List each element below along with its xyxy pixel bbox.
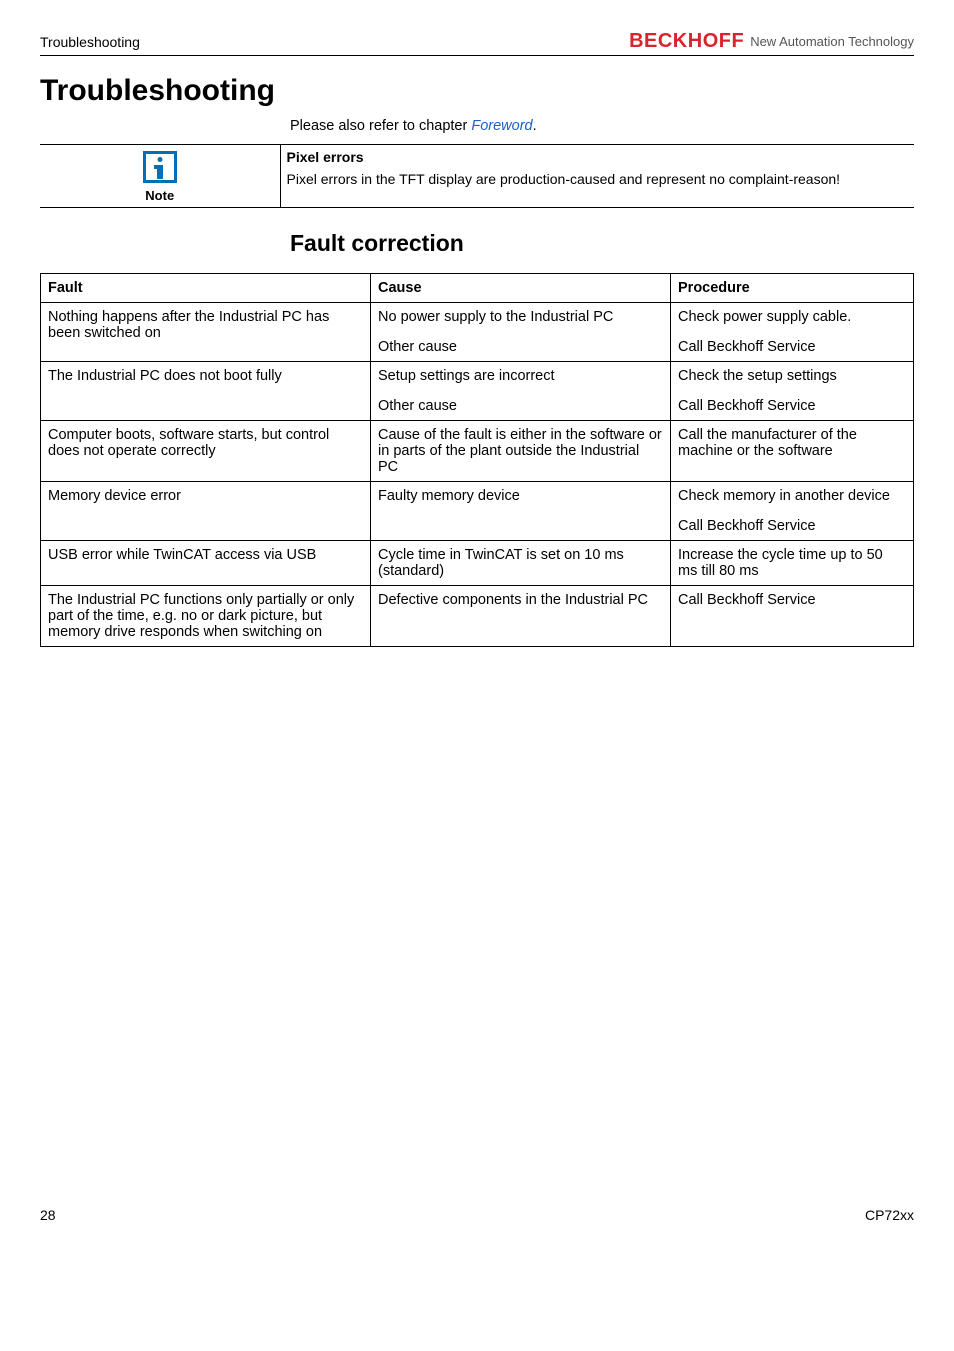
cause-item: No power supply to the Industrial PC bbox=[378, 309, 663, 325]
cell-fault: The Industrial PC does not boot fully bbox=[41, 362, 371, 421]
note-content-cell: Pixel errors Pixel errors in the TFT dis… bbox=[280, 145, 914, 208]
cause-item: Other cause bbox=[378, 398, 663, 414]
cell-cause: Cycle time in TwinCAT is set on 10 ms (s… bbox=[371, 541, 671, 586]
table-row: Memory device error Faulty memory device… bbox=[41, 482, 914, 541]
procedure-item: Call Beckhoff Service bbox=[678, 339, 906, 355]
note-title: Pixel errors bbox=[287, 149, 909, 165]
page-footer: 28 CP72xx bbox=[40, 1207, 914, 1223]
cause-item: Other cause bbox=[378, 339, 663, 355]
note-label: Note bbox=[46, 188, 274, 203]
cause-item: Setup settings are incorrect bbox=[378, 368, 663, 384]
cell-fault: The Industrial PC functions only partial… bbox=[41, 586, 371, 647]
cell-procedure: Check power supply cable. Call Beckhoff … bbox=[671, 303, 914, 362]
page-header: Troubleshooting BECKHOFF New Automation … bbox=[40, 30, 914, 56]
footer-page-number: 28 bbox=[40, 1207, 56, 1223]
cell-fault: USB error while TwinCAT access via USB bbox=[41, 541, 371, 586]
intro-suffix: . bbox=[533, 118, 537, 134]
table-row: Computer boots, software starts, but con… bbox=[41, 421, 914, 482]
header-brand-block: BECKHOFF New Automation Technology bbox=[629, 30, 914, 53]
procedure-item: Call Beckhoff Service bbox=[678, 398, 906, 414]
col-header-procedure: Procedure bbox=[671, 274, 914, 303]
table-row: Nothing happens after the Industrial PC … bbox=[41, 303, 914, 362]
note-box: Note Pixel errors Pixel errors in the TF… bbox=[40, 144, 914, 208]
intro-prefix: Please also refer to chapter bbox=[290, 118, 471, 134]
table-row: The Industrial PC does not boot fully Se… bbox=[41, 362, 914, 421]
table-header-row: Fault Cause Procedure bbox=[41, 274, 914, 303]
procedure-item: Check power supply cable. bbox=[678, 309, 906, 325]
note-icon-cell: Note bbox=[40, 145, 280, 208]
cell-procedure: Check memory in another device Call Beck… bbox=[671, 482, 914, 541]
brand-logo: BECKHOFF bbox=[629, 30, 744, 53]
header-section: Troubleshooting bbox=[40, 34, 140, 50]
cell-cause: Setup settings are incorrect Other cause bbox=[371, 362, 671, 421]
cell-cause: Defective components in the Industrial P… bbox=[371, 586, 671, 647]
brand-tagline: New Automation Technology bbox=[750, 34, 914, 49]
cell-procedure: Check the setup settings Call Beckhoff S… bbox=[671, 362, 914, 421]
foreword-link[interactable]: Foreword bbox=[471, 118, 532, 134]
intro-text: Please also refer to chapter Foreword. bbox=[290, 118, 914, 134]
cell-procedure: Call the manufacturer of the machine or … bbox=[671, 421, 914, 482]
procedure-item: Check memory in another device bbox=[678, 488, 906, 504]
procedure-item: Call Beckhoff Service bbox=[678, 518, 906, 534]
info-icon bbox=[143, 151, 177, 183]
table-row: The Industrial PC functions only partial… bbox=[41, 586, 914, 647]
cell-procedure: Increase the cycle time up to 50 ms till… bbox=[671, 541, 914, 586]
footer-doc-id: CP72xx bbox=[865, 1207, 914, 1223]
cell-fault: Computer boots, software starts, but con… bbox=[41, 421, 371, 482]
cell-fault: Memory device error bbox=[41, 482, 371, 541]
cell-procedure: Call Beckhoff Service bbox=[671, 586, 914, 647]
cell-cause: Cause of the fault is either in the soft… bbox=[371, 421, 671, 482]
cell-cause: No power supply to the Industrial PC Oth… bbox=[371, 303, 671, 362]
col-header-cause: Cause bbox=[371, 274, 671, 303]
note-body: Pixel errors in the TFT display are prod… bbox=[287, 171, 909, 187]
cell-cause: Faulty memory device bbox=[371, 482, 671, 541]
procedure-item: Check the setup settings bbox=[678, 368, 906, 384]
table-row: USB error while TwinCAT access via USB C… bbox=[41, 541, 914, 586]
fault-table: Fault Cause Procedure Nothing happens af… bbox=[40, 273, 914, 647]
page-title: Troubleshooting bbox=[40, 74, 914, 108]
cell-fault: Nothing happens after the Industrial PC … bbox=[41, 303, 371, 362]
col-header-fault: Fault bbox=[41, 274, 371, 303]
section-heading: Fault correction bbox=[290, 230, 914, 257]
